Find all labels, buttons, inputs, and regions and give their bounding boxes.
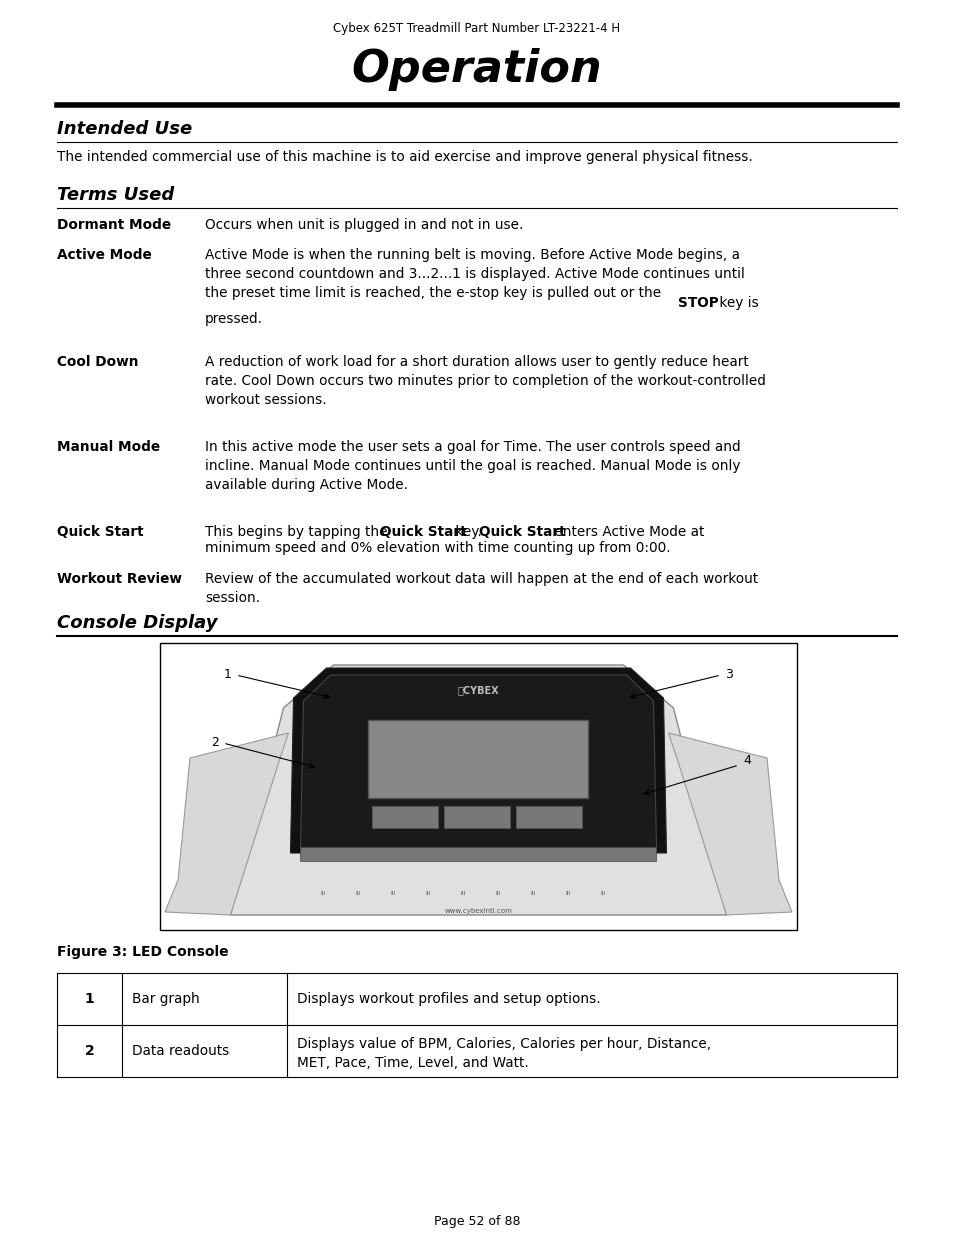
Text: Figure 3: LED Console: Figure 3: LED Console (57, 945, 229, 960)
Text: Review of the accumulated workout data will happen at the end of each workout
se: Review of the accumulated workout data w… (205, 572, 758, 605)
Text: Active Mode is when the running belt is moving. Before Active Mode begins, a
thr: Active Mode is when the running belt is … (205, 248, 744, 300)
Text: Data readouts: Data readouts (132, 1044, 229, 1058)
Text: A reduction of work load for a short duration allows user to gently reduce heart: A reduction of work load for a short dur… (205, 354, 765, 406)
Text: Bar graph: Bar graph (132, 992, 199, 1007)
Text: Workout Review: Workout Review (57, 572, 182, 585)
Text: Active Mode: Active Mode (57, 248, 152, 262)
Text: ⓈCYBEX: ⓈCYBEX (457, 685, 498, 695)
Text: In this active mode the user sets a goal for Time. The user controls speed and
i: In this active mode the user sets a goal… (205, 440, 740, 492)
Text: key is: key is (714, 296, 758, 310)
Text: lll: lll (320, 890, 326, 897)
Text: lll: lll (565, 890, 571, 897)
Text: Cybex 625T Treadmill Part Number LT-23221-4 H: Cybex 625T Treadmill Part Number LT-2322… (334, 22, 619, 35)
Polygon shape (165, 734, 288, 915)
Text: This begins by tapping the: This begins by tapping the (205, 525, 392, 538)
Text: lll: lll (600, 890, 605, 897)
Text: 1: 1 (85, 992, 94, 1007)
Text: lll: lll (425, 890, 431, 897)
Text: 4: 4 (742, 755, 750, 767)
Text: enters Active Mode at: enters Active Mode at (550, 525, 703, 538)
Text: Terms Used: Terms Used (57, 186, 174, 204)
Text: lll: lll (496, 890, 500, 897)
Bar (160, 643, 796, 930)
Polygon shape (231, 664, 726, 915)
Bar (372, 806, 438, 827)
Bar (300, 847, 656, 861)
Text: Quick Start: Quick Start (57, 525, 144, 538)
Text: Manual Mode: Manual Mode (57, 440, 160, 454)
Text: lll: lll (460, 890, 466, 897)
Polygon shape (300, 676, 656, 848)
Text: Occurs when unit is plugged in and not in use.: Occurs when unit is plugged in and not i… (205, 219, 523, 232)
Polygon shape (668, 734, 791, 915)
Text: pressed.: pressed. (205, 312, 263, 326)
Text: 1: 1 (224, 668, 232, 682)
Polygon shape (291, 668, 666, 853)
Text: Page 52 of 88: Page 52 of 88 (434, 1215, 519, 1228)
Text: lll: lll (391, 890, 395, 897)
Text: Cool Down: Cool Down (57, 354, 138, 369)
Text: 3: 3 (724, 668, 732, 682)
Text: www.cybexintl.com: www.cybexintl.com (444, 908, 512, 914)
Text: lll: lll (355, 890, 361, 897)
Text: 2: 2 (211, 736, 218, 750)
Text: Quick Start: Quick Start (478, 525, 565, 538)
Text: The intended commercial use of this machine is to aid exercise and improve gener: The intended commercial use of this mach… (57, 149, 752, 164)
Text: lll: lll (530, 890, 536, 897)
Text: minimum speed and 0% elevation with time counting up from 0:00.: minimum speed and 0% elevation with time… (205, 541, 670, 555)
Text: Quick Start: Quick Start (379, 525, 466, 538)
Bar (516, 806, 582, 827)
Text: Displays value of BPM, Calories, Calories per hour, Distance,
MET, Pace, Time, L: Displays value of BPM, Calories, Calorie… (296, 1037, 710, 1070)
Text: Intended Use: Intended Use (57, 120, 193, 138)
Text: Console Display: Console Display (57, 614, 217, 632)
Bar (444, 806, 510, 827)
Text: STOP: STOP (678, 296, 718, 310)
Text: Displays workout profiles and setup options.: Displays workout profiles and setup opti… (296, 992, 600, 1007)
Bar (368, 720, 588, 798)
Text: Operation: Operation (352, 48, 601, 91)
Text: key.: key. (451, 525, 486, 538)
Text: 2: 2 (85, 1044, 94, 1058)
Text: Dormant Mode: Dormant Mode (57, 219, 171, 232)
